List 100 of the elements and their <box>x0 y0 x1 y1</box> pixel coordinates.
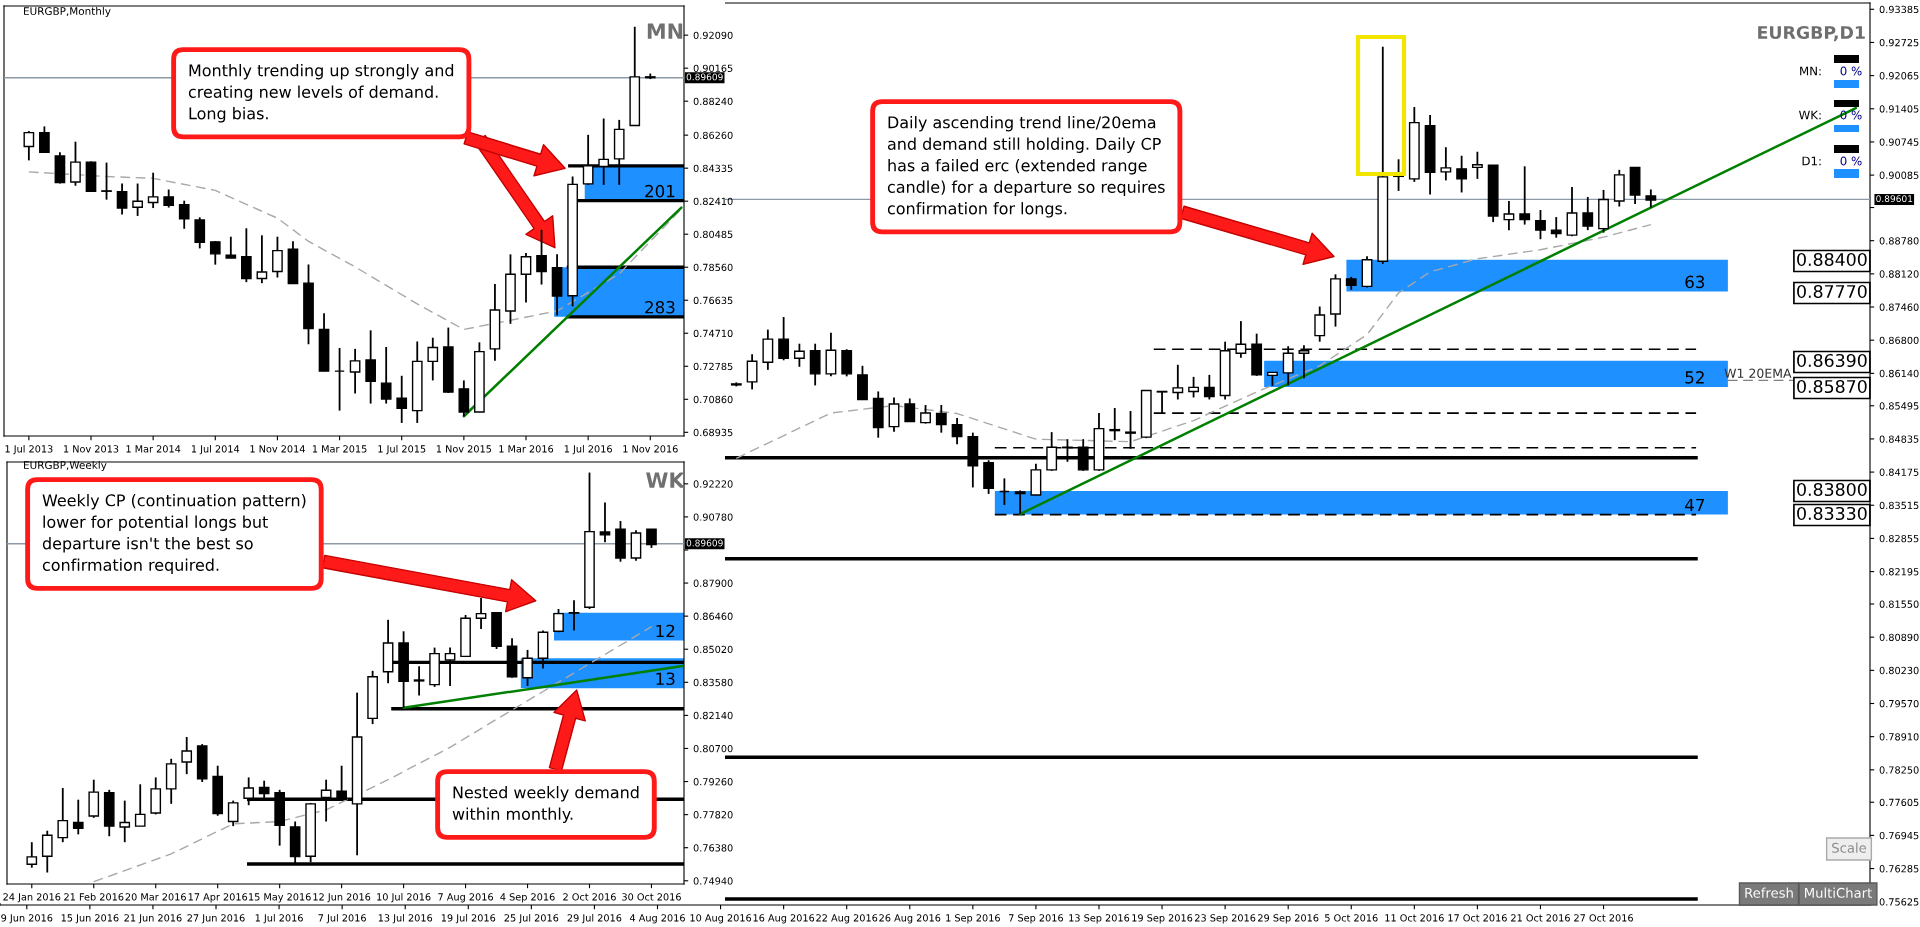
line-series <box>28 171 683 331</box>
x-tick-label: 1 Jul 2014 <box>191 445 240 455</box>
candlestick <box>70 140 81 187</box>
x-tick-label: 29 Jul 2016 <box>567 914 622 924</box>
candlestick <box>1582 196 1594 232</box>
y-tick-label: 0.70860 <box>693 395 733 404</box>
candlestick <box>134 783 146 828</box>
candlestick <box>39 125 50 154</box>
x-tick-label: 21 Oct 2016 <box>1511 914 1570 922</box>
y-tick-label: 0.92220 <box>693 480 733 488</box>
text: EURGBP,D1 <box>1758 25 1865 42</box>
candlestick <box>1550 216 1562 239</box>
x-tick-label: 11 Oct 2016 <box>1385 914 1444 922</box>
x-tick-label: 9 Jun 2016 <box>1 914 53 924</box>
candlestick <box>998 477 1010 506</box>
annotation: 0.85870 <box>1797 379 1867 394</box>
annotation: Nested weekly demand within monthly. <box>452 786 639 823</box>
candlestick <box>1456 154 1468 194</box>
candlestick <box>413 665 425 697</box>
annotation: 0.83330 <box>1797 506 1867 521</box>
x-tick-label: 1 Mar 2014 <box>126 445 181 453</box>
annotation: MN: <box>1800 66 1821 76</box>
band-label: 12 <box>656 624 675 638</box>
annotation: 0.87770 <box>1797 284 1867 299</box>
y-tick-label: 0.86140 <box>1879 369 1919 378</box>
candlestick <box>119 799 131 844</box>
x-tick-label: 1 Mar 2015 <box>312 445 367 453</box>
candlestick <box>132 182 143 217</box>
candlestick <box>1471 150 1483 180</box>
x-tick-label: 1 Mar 2016 <box>499 445 554 453</box>
annotation: WK <box>646 472 686 488</box>
candlestick <box>1014 489 1026 515</box>
y-tick-label: 0.92065 <box>1879 72 1919 80</box>
line-series <box>735 223 1652 459</box>
annotation: 0.88400 <box>1797 252 1867 267</box>
candlestick <box>888 396 900 433</box>
y-tick-label: 0.80700 <box>693 744 733 753</box>
y-tick-label: 0.78560 <box>693 263 733 272</box>
y-tick-label: 0.88240 <box>693 97 733 106</box>
y-tick-label: 0.92090 <box>693 31 733 39</box>
x-tick-label: 7 Jul 2016 <box>318 914 366 924</box>
ref-line-label: 0.89609 <box>686 539 723 547</box>
candlestick <box>194 216 206 250</box>
x-tick-label: 1 Nov 2015 <box>436 445 492 453</box>
x-tick-label: 26 Aug 2016 <box>879 914 941 924</box>
y-tick-label: 0.80230 <box>1879 666 1919 675</box>
band-label: 47 <box>1685 498 1705 512</box>
y-tick-label: 0.74710 <box>693 329 733 338</box>
candlestick <box>427 336 439 382</box>
y-tick-label: 0.78910 <box>1879 733 1919 741</box>
candlestick <box>1645 188 1657 209</box>
annotation: MultiChart <box>1805 887 1872 898</box>
candlestick <box>57 787 69 844</box>
candlestick <box>536 228 547 286</box>
y-tick-label: 0.84175 <box>1879 468 1919 476</box>
chart-title: EURGBP,Weekly <box>24 460 107 472</box>
candlestick <box>178 199 190 230</box>
y-tick-label: 0.81550 <box>1879 600 1919 608</box>
candlestick <box>520 252 532 304</box>
y-tick-label: 0.86460 <box>693 612 733 620</box>
x-tick-label: 7 Aug 2016 <box>438 893 493 903</box>
candlestick <box>1188 375 1200 399</box>
x-tick-label: 19 Sep 2016 <box>1132 914 1193 924</box>
annotation: MN <box>647 23 683 39</box>
candlestick <box>88 778 100 819</box>
x-tick-label: 1 Jul 2016 <box>255 914 303 924</box>
x-tick-label: 30 Oct 2016 <box>622 893 681 901</box>
candlestick <box>475 597 487 630</box>
candlestick <box>746 353 758 391</box>
x-tick-label: 1 Nov 2014 <box>250 445 305 453</box>
x-tick-label: 1 Nov 2016 <box>623 445 678 453</box>
candlestick <box>101 161 112 201</box>
y-tick-label: 0.85495 <box>1879 402 1919 410</box>
candlestick <box>935 404 947 434</box>
candlestick <box>825 331 837 378</box>
y-tick-label: 0.83580 <box>693 678 733 687</box>
y-tick-label: 0.86260 <box>693 131 733 139</box>
x-tick-label: 17 Apr 2016 <box>188 893 248 903</box>
x-tick-label: 13 Jul 2016 <box>378 914 433 924</box>
x-tick-label: 21 Feb 2016 <box>64 893 124 901</box>
candlestick <box>349 347 361 395</box>
x-tick-label: 21 Jun 2016 <box>124 914 182 924</box>
x-tick-label: 10 Aug 2016 <box>690 914 752 924</box>
y-tick-label: 0.79570 <box>1879 699 1919 708</box>
x-tick-label: 24 Jan 2016 <box>3 893 61 903</box>
y-tick-label: 0.78250 <box>1879 766 1919 774</box>
annotation: 0.83800 <box>1797 482 1867 497</box>
candlestick <box>762 328 774 371</box>
candlestick <box>841 348 853 378</box>
candlestick <box>272 235 283 279</box>
candlestick <box>778 316 790 362</box>
candlestick <box>396 374 408 424</box>
x-tick-label: 16 Aug 2016 <box>753 914 815 924</box>
ref-line-label: 0.89601 <box>1876 195 1913 203</box>
band-label: 13 <box>656 672 675 686</box>
x-tick-label: 15 Jun 2016 <box>61 914 119 924</box>
candlestick <box>1566 186 1578 238</box>
y-tick-label: 0.82195 <box>1879 568 1919 576</box>
y-tick-label: 0.82410 <box>693 197 733 206</box>
y-tick-label: 0.75625 <box>1879 898 1919 906</box>
